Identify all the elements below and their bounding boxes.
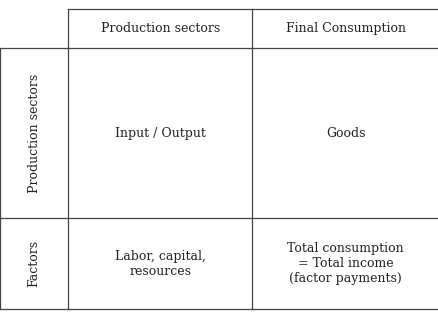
Text: Goods: Goods <box>325 127 364 140</box>
Text: Factors: Factors <box>28 240 40 287</box>
Text: Production sectors: Production sectors <box>28 74 40 193</box>
Text: Input / Output: Input / Output <box>114 127 205 140</box>
Text: Labor, capital,
resources: Labor, capital, resources <box>114 250 205 278</box>
Text: Total consumption
= Total income
(factor payments): Total consumption = Total income (factor… <box>287 242 403 285</box>
Text: Final Consumption: Final Consumption <box>285 22 405 35</box>
Text: Production sectors: Production sectors <box>100 22 219 35</box>
